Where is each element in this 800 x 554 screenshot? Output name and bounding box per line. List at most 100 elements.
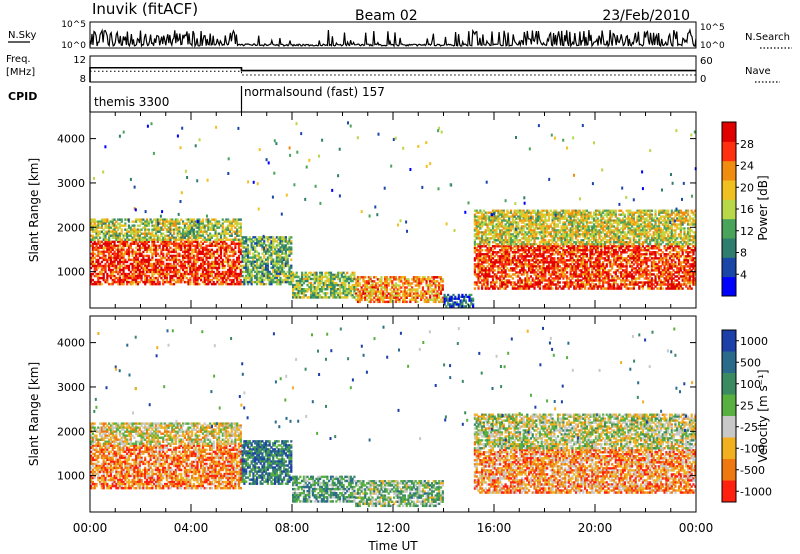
echo-cell [364,290,367,293]
echo-cell [138,280,141,284]
echo-cell [333,273,336,277]
echo-cell [174,264,177,268]
echo-cell [261,236,264,239]
echo-cell [167,268,170,272]
echo-cell [209,254,212,258]
echo-cell [333,294,336,297]
echo-cell [142,258,145,262]
echo-cell [120,280,123,284]
echo-cell [109,270,113,274]
echo-cell [102,222,105,225]
echo-cell [203,282,206,286]
echo-cell [313,290,316,293]
echo-cell [122,252,125,256]
echo-cell [425,300,428,304]
echo-cell [124,218,127,221]
echo-cell [117,260,120,264]
echo-cell [207,280,210,284]
echo-cell [288,280,291,284]
echo-cell [127,226,131,229]
echo-cell [237,280,241,284]
echo-cell [117,222,120,225]
echo-cell [158,268,161,272]
echo-cell [248,240,251,243]
echo-cell [124,240,127,244]
echo-cell [302,273,306,277]
echo-cell [189,236,192,239]
echo-cell [138,246,141,250]
echo-cell [376,300,379,304]
echo-cell [102,252,105,256]
echo-cell [189,268,192,272]
echo-cell [104,230,107,233]
echo-cell [344,277,347,281]
echo-cell [198,218,201,221]
echo-cell [111,234,114,237]
echo-cell [290,258,293,261]
echo-cell [219,274,223,278]
echo-cell [328,271,331,275]
echo-cell [154,260,158,264]
echo-cell [412,298,416,302]
echo-cell [288,236,291,239]
echo-cell [315,285,318,289]
echo-cell [412,278,416,281]
echo-cell [95,266,98,270]
echo-cell [237,258,241,262]
echo-cell [156,220,159,223]
echo-cell [275,246,278,249]
echo-cell [234,238,237,241]
echo-cell [165,264,168,268]
echo-cell [117,256,120,260]
echo-cell [185,230,188,233]
echo-cell [411,278,414,281]
echo-cell [272,242,275,245]
echo-cell [533,287,536,290]
echo-cell [104,264,107,268]
echo-cell [183,260,186,264]
echo-cell [281,256,284,259]
echo-cell [192,274,195,278]
echo-cell [239,278,242,282]
echo-cell [221,260,224,264]
echo-cell [167,238,170,241]
echo-cell [133,236,136,239]
echo-cell [225,252,228,256]
echo-cell [189,266,192,270]
echo-cell [270,262,273,266]
echo-cell [153,264,156,268]
echo-cell [430,292,434,295]
echo-cell [250,262,253,266]
echo-cell [136,266,140,270]
echo-cell [292,292,295,295]
echo-cell [402,290,405,293]
echo-cell [144,230,147,233]
echo-cell [411,294,414,297]
echo-cell [172,230,176,233]
echo-cell [237,248,241,252]
echo-cell [239,250,242,254]
echo-cell [151,266,154,270]
echo-cell [165,258,168,262]
echo-cell [91,264,94,268]
echo-cell [99,226,102,229]
echo-cell [227,282,230,286]
echo-cell [232,282,235,286]
echo-cell [248,272,251,276]
echo-cell [252,262,255,266]
echo-cell [439,286,443,289]
echo-cell [126,236,129,239]
echo-cell [100,268,104,272]
echo-cell [284,274,287,278]
echo-cell [454,303,457,306]
echo-cell [191,224,194,227]
echo-cell [178,244,181,248]
echo-cell [632,287,635,290]
echo-cell [108,266,111,270]
echo-cell [127,230,131,233]
echo-cell [369,286,372,289]
echo-cell [185,256,188,260]
echo-cell [142,266,145,270]
echo-cell [230,268,233,272]
echo-cell [209,228,212,231]
